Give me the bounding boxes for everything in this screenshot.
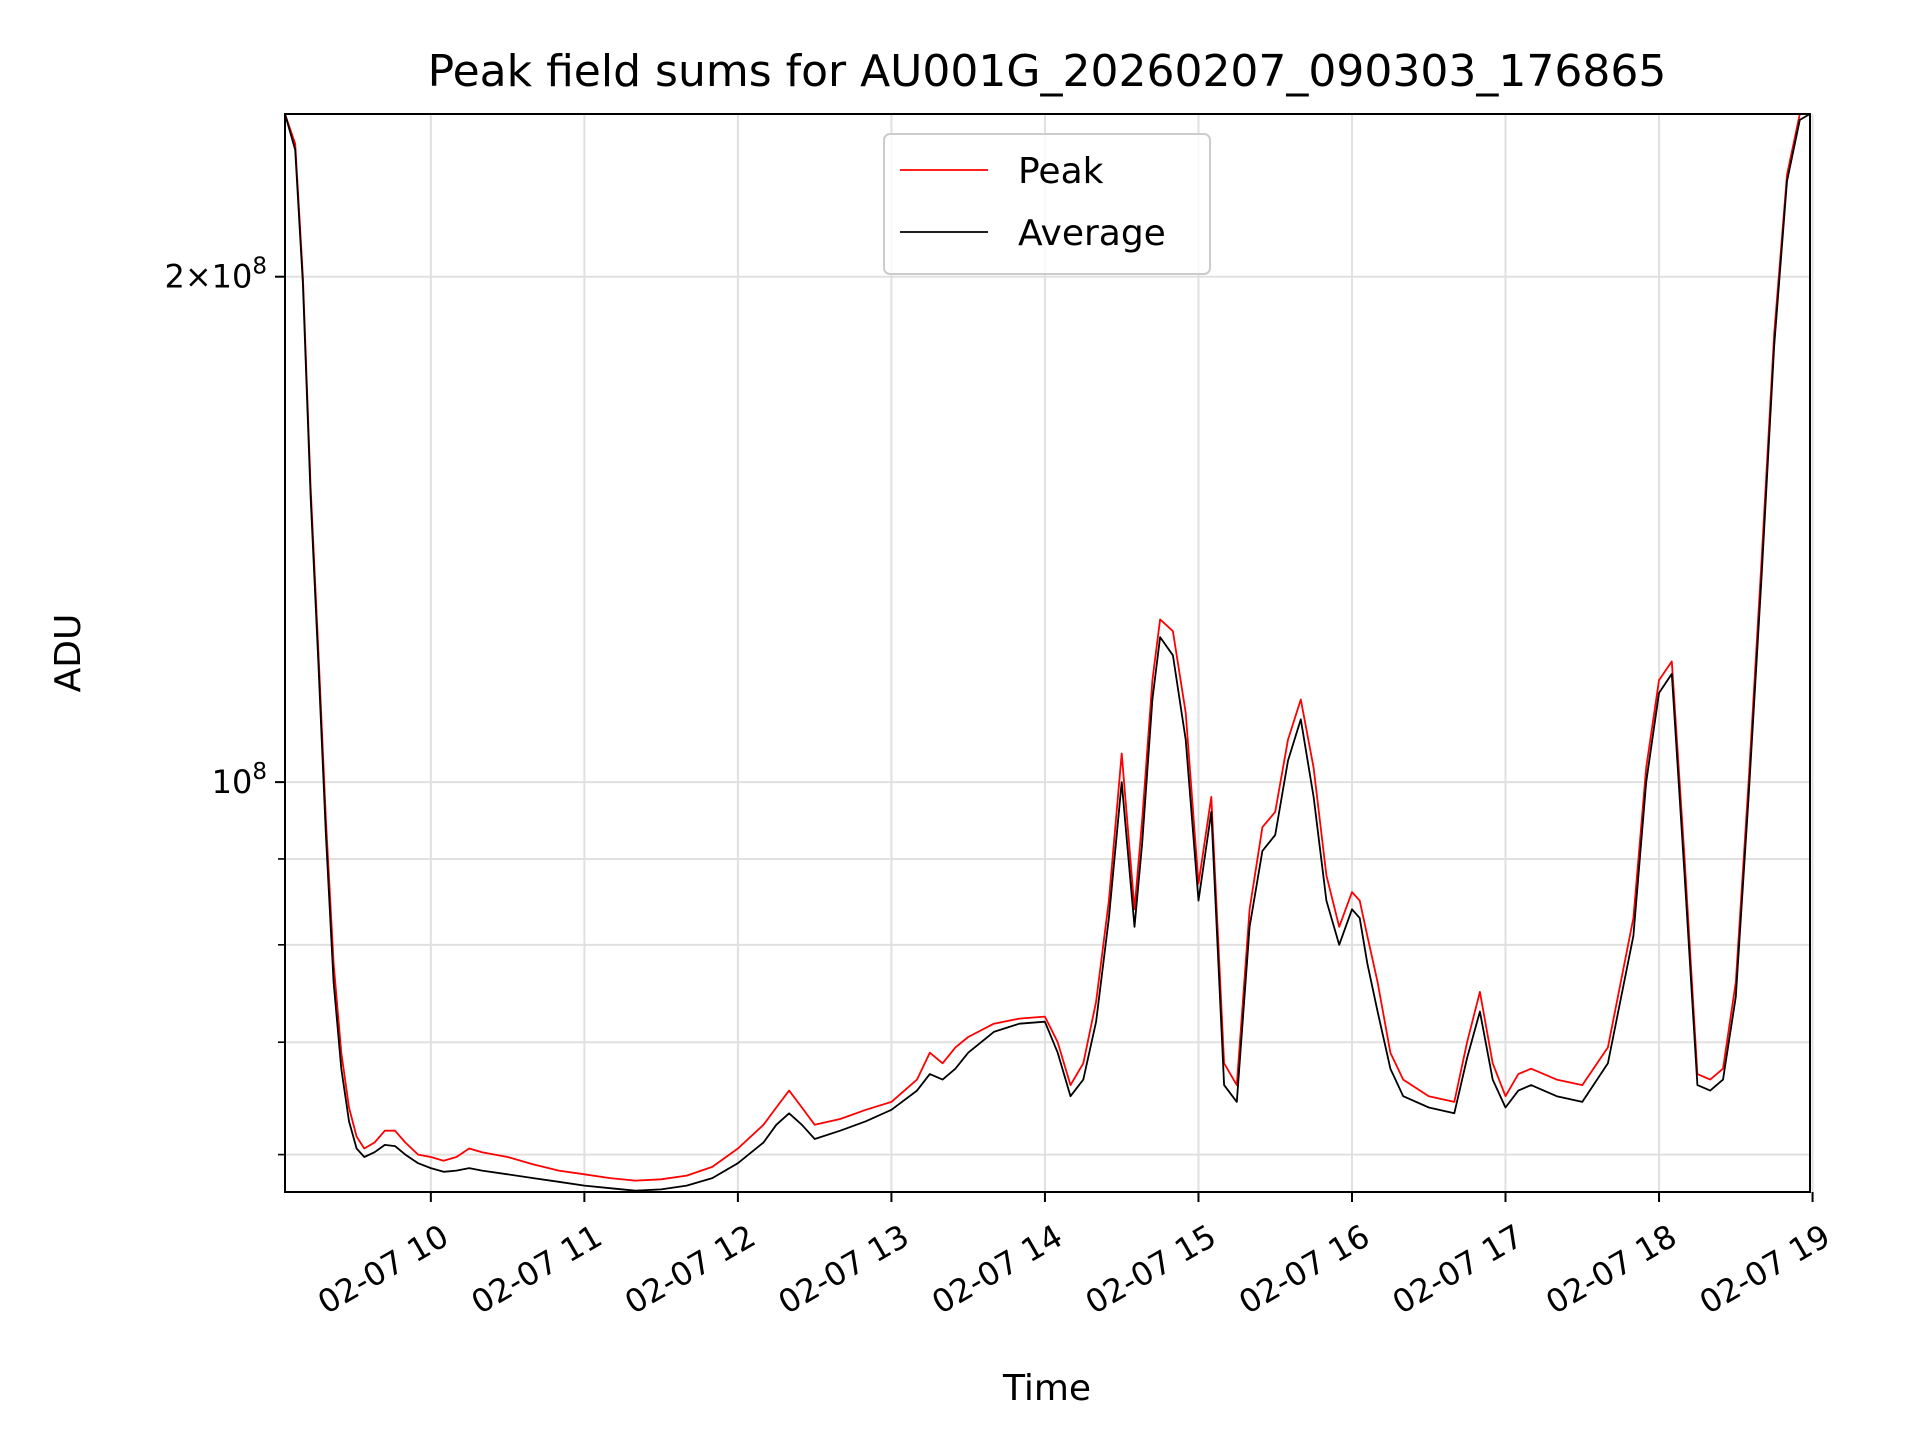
series-line-peak <box>284 113 1810 1182</box>
series-line-average <box>284 113 1811 1192</box>
plot-frame <box>284 113 1811 1193</box>
legend-box <box>883 133 1211 275</box>
y-tick-label: 2×108 <box>164 254 267 296</box>
grid <box>285 114 1814 1192</box>
y-tick-label: 108 <box>212 759 267 801</box>
y-axis-label: ADU <box>48 614 89 693</box>
legend-label-peak: Peak <box>1018 151 1104 192</box>
legend-label-average: Average <box>1018 213 1166 254</box>
chart-title: Peak field sums for AU001G_20260207_0903… <box>428 46 1667 97</box>
series-layer <box>284 113 1811 1192</box>
y-axis: 108 2×108 <box>164 254 285 1156</box>
x-axis-label: Time <box>1002 1368 1091 1409</box>
legend: Peak Average <box>883 133 1211 275</box>
